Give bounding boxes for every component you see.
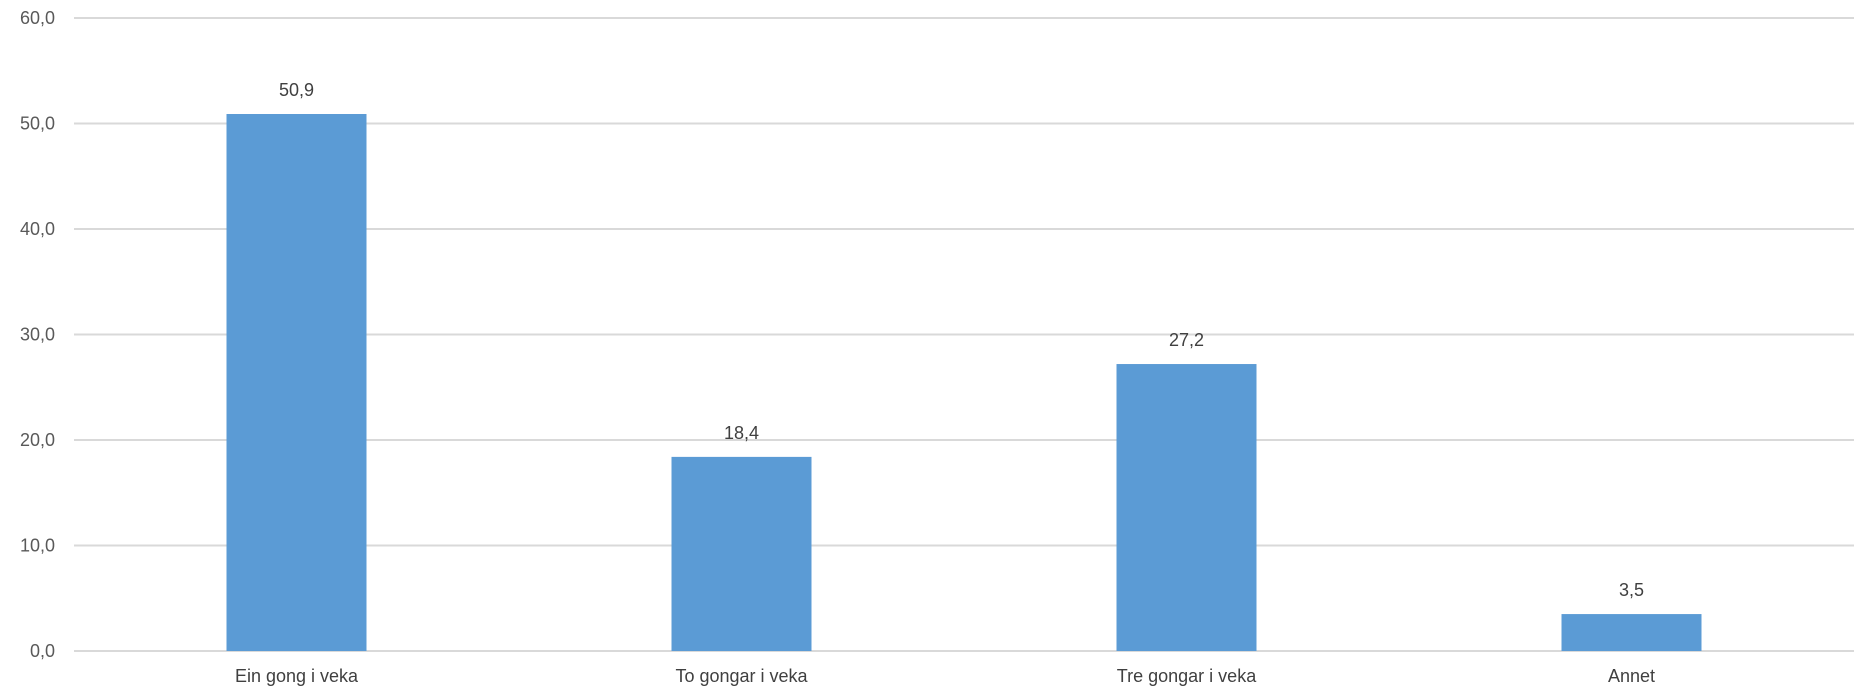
x-category-label: Ein gong i veka [235, 666, 359, 686]
x-axis-category-labels: Ein gong i veka To gongar i veka Tre gonga… [235, 666, 1655, 686]
y-tick-label: 20,0 [20, 430, 55, 450]
gridlines [74, 17, 1854, 652]
y-tick-label: 40,0 [20, 219, 55, 239]
data-label: 27,2 [1169, 330, 1204, 350]
y-tick-label: 30,0 [20, 325, 55, 345]
data-label: 3,5 [1619, 580, 1644, 600]
y-axis-tick-labels: 0,0 10,0 20,0 30,0 40,0 50,0 60,0 [20, 8, 55, 661]
data-label: 50,9 [279, 80, 314, 100]
y-tick-label: 60,0 [20, 8, 55, 28]
bar [226, 114, 367, 651]
x-category-label: Annet [1608, 666, 1655, 686]
x-category-label: To gongar i veka [675, 666, 808, 686]
y-tick-label: 50,0 [20, 114, 55, 134]
bar [1561, 614, 1702, 651]
bar [1116, 364, 1257, 651]
data-labels: 50,9 18,4 27,2 3,5 [279, 80, 1644, 600]
y-tick-label: 0,0 [30, 641, 55, 661]
bars [226, 114, 1702, 651]
data-label: 18,4 [724, 423, 759, 443]
bar [671, 456, 812, 651]
x-category-label: Tre gongar i veka [1117, 666, 1257, 686]
y-tick-label: 10,0 [20, 536, 55, 556]
